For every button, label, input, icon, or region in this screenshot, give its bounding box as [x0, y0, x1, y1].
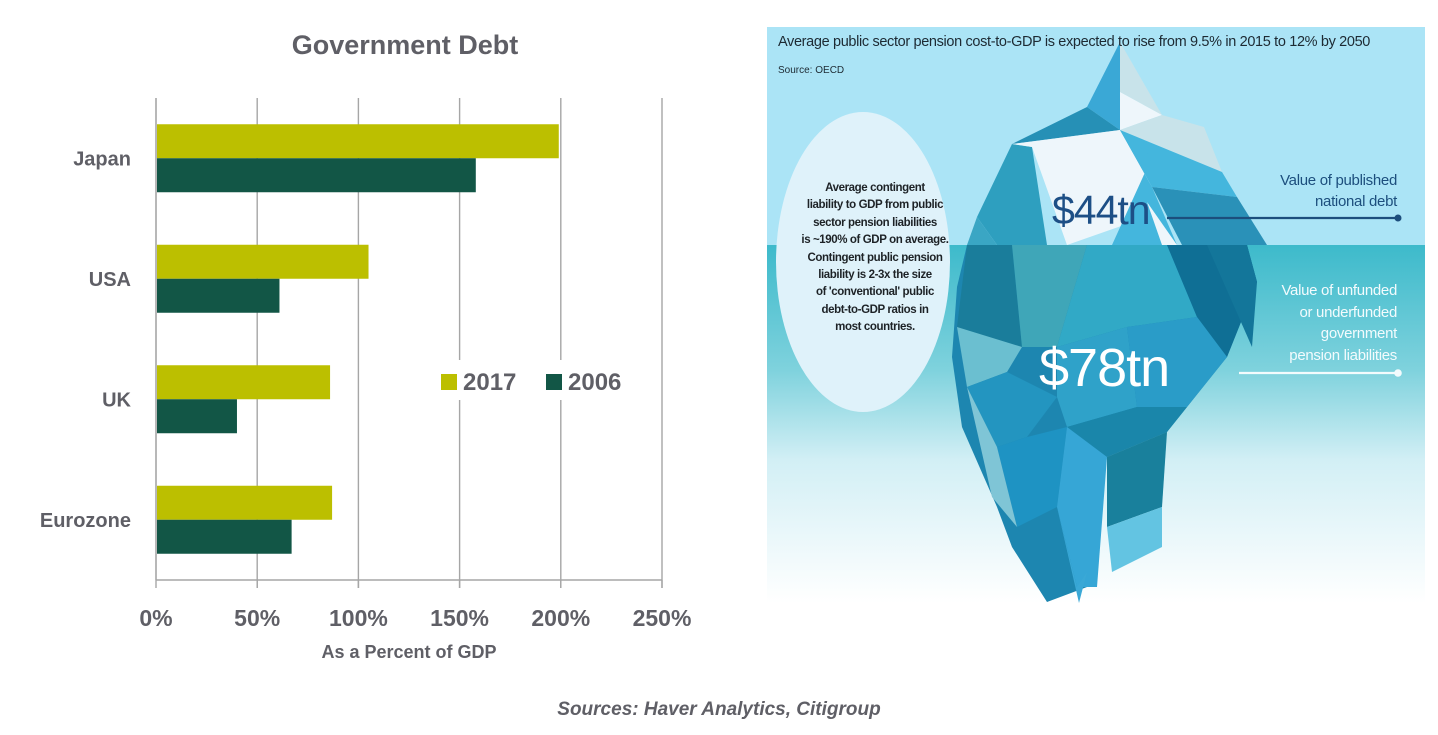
x-tick-label: 0% [139, 605, 172, 631]
pension-liabilities-value: $78tn [1039, 338, 1170, 398]
iceberg-graphic [767, 27, 1425, 603]
bubble-line: Average contingent [825, 182, 925, 194]
label-line: government [1320, 325, 1398, 342]
x-tick-label: 50% [234, 605, 280, 631]
iceberg-infographic: Average public sector pension cost-to-GD… [767, 27, 1425, 603]
x-tick-label: 150% [430, 605, 489, 631]
legend-swatch-2006 [546, 374, 562, 390]
infographic-headline: Average public sector pension cost-to-GD… [778, 34, 1371, 50]
iceberg-underwater [952, 245, 1257, 603]
x-axis-label: As a Percent of GDP [321, 642, 496, 662]
gridlines [155, 98, 663, 588]
bar-japan-2006 [157, 158, 476, 193]
pension-connector-dot [1394, 369, 1402, 377]
legend-label-2017: 2017 [463, 369, 516, 396]
pension-liabilities-label: Value of unfunded or underfunded governm… [1281, 280, 1397, 366]
category-label-japan: Japan [73, 148, 131, 170]
bubble-line: debt-to-GDP ratios in [821, 303, 929, 316]
bubble-text: Average contingent liability to GDP from… [785, 180, 965, 337]
legend-label-2006: 2006 [568, 369, 621, 396]
category-label-eurozone: Eurozone [40, 510, 131, 532]
category-labels: Japan USA UK Eurozone [40, 148, 132, 532]
legend-swatch-2017 [441, 374, 457, 390]
info-bubble [776, 112, 950, 412]
sources-footer: Sources: Haver Analytics, Citigroup [557, 699, 881, 720]
category-label-uk: UK [102, 389, 131, 411]
debt-connector-dot [1394, 214, 1402, 222]
category-label-usa: USA [89, 269, 131, 291]
published-debt-value: $44tn [1052, 187, 1151, 233]
iceberg-tip [967, 42, 1267, 245]
label-line: Value of published [1280, 172, 1397, 189]
bubble-line: sector pension liabilities [813, 216, 937, 229]
government-debt-chart: Government Debt Japan USA UK Eurozone 0% 50%… [40, 30, 692, 662]
published-debt-label: Value of published national debt [1280, 170, 1397, 212]
legend-background [436, 360, 636, 400]
bar-usa-2017 [157, 244, 369, 279]
bubble-line: of 'conventional' public [816, 286, 934, 299]
infographic-source: Source: OECD [778, 65, 845, 76]
bubble-line: most countries. [835, 321, 915, 334]
x-tick-label: 250% [633, 605, 692, 631]
bar-usa-2006 [157, 278, 280, 313]
bubble-line: Contingent public pension [807, 251, 943, 264]
x-tick-label: 100% [329, 605, 388, 631]
label-line: Value of unfunded [1281, 282, 1397, 299]
bar-japan-2017 [157, 124, 559, 159]
bubble-line: liability to GDP from public [806, 199, 944, 212]
bar-uk-2017 [157, 365, 331, 400]
bubble-line: is ~190% of GDP on average. [801, 234, 949, 247]
bar-uk-2006 [157, 399, 237, 434]
bar-eurozone-2017 [157, 485, 333, 520]
bubble-line: liability is 2-3x the size [818, 269, 932, 282]
label-line: pension liabilities [1289, 346, 1397, 364]
bar-eurozone-2006 [157, 519, 292, 554]
x-tick-label: 200% [531, 605, 590, 631]
x-tick-labels: 0% 50% 100% 150% 200% 250% [139, 605, 691, 631]
chart-title: Government Debt [292, 30, 519, 60]
label-line: or underfunded [1299, 303, 1397, 321]
label-line: national debt [1314, 193, 1397, 210]
bars [157, 124, 559, 554]
legend: 2017 2006 [441, 369, 621, 396]
